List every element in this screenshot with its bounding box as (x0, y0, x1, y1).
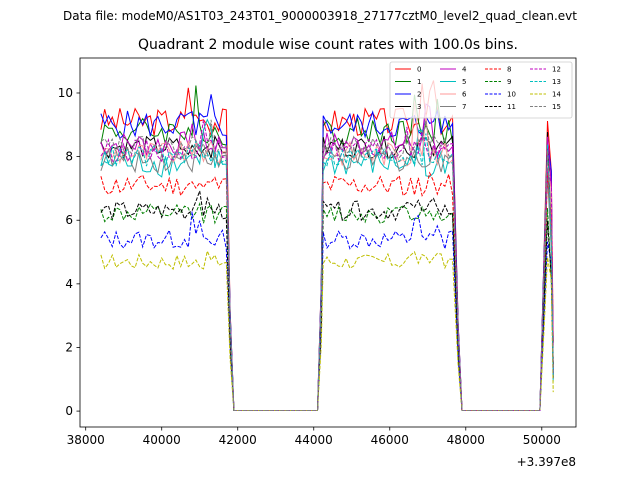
x-tick-label: 40000 (143, 433, 181, 447)
y-tick-label: 8 (65, 150, 73, 164)
legend-label-12: 12 (552, 66, 561, 74)
legend-label-10: 10 (507, 91, 516, 99)
legend-label-5: 5 (462, 78, 466, 86)
x-tick-label: 42000 (219, 433, 257, 447)
y-tick-label: 10 (58, 86, 73, 100)
chart-title: Quadrant 2 module wise count rates with … (138, 37, 518, 53)
y-tick-label: 4 (65, 277, 73, 291)
legend-label-1: 1 (417, 78, 421, 86)
series-line-11 (100, 190, 554, 411)
x-tick-label: 38000 (67, 433, 105, 447)
legend-label-11: 11 (507, 103, 516, 111)
series-line-2 (100, 94, 554, 411)
plot-area (100, 80, 554, 411)
x-tick-label: 50000 (523, 433, 561, 447)
series-line-14 (100, 249, 554, 411)
legend-label-6: 6 (462, 91, 467, 99)
x-tick-label: 48000 (447, 433, 485, 447)
series-line-8 (100, 171, 554, 411)
series-line-15 (100, 119, 554, 411)
legend-label-8: 8 (507, 66, 511, 74)
y-tick-label: 2 (65, 340, 73, 354)
x-tick-label: 46000 (371, 433, 409, 447)
x-tick-label: 44000 (295, 433, 333, 447)
legend-label-13: 13 (552, 78, 561, 86)
legend-label-3: 3 (417, 103, 421, 111)
legend-label-7: 7 (462, 103, 466, 111)
legend-box (389, 61, 573, 119)
legend-label-0: 0 (417, 66, 421, 74)
x-offset-label: +3.397e8 (517, 455, 576, 469)
y-tick-label: 0 (65, 404, 73, 418)
axes: 38000 40000 42000 44000 46000 48000 50000 0 2 4 6 8… (58, 57, 577, 447)
series-line-13 (100, 133, 554, 411)
chart-suptitle: Data file: modeM0/AS1T03_243T01_90000039… (63, 9, 577, 23)
series-line-12 (100, 119, 554, 411)
series-line-10 (100, 211, 554, 411)
legend-label-9: 9 (507, 78, 511, 86)
legend-label-4: 4 (462, 66, 467, 74)
axes-frame (79, 57, 577, 428)
y-tick-label: 6 (65, 213, 73, 227)
series-line-7 (100, 144, 554, 411)
legend-label-15: 15 (552, 103, 561, 111)
series-line-9 (100, 202, 554, 411)
legend-label-2: 2 (417, 91, 421, 99)
legend-label-14: 14 (552, 91, 561, 99)
